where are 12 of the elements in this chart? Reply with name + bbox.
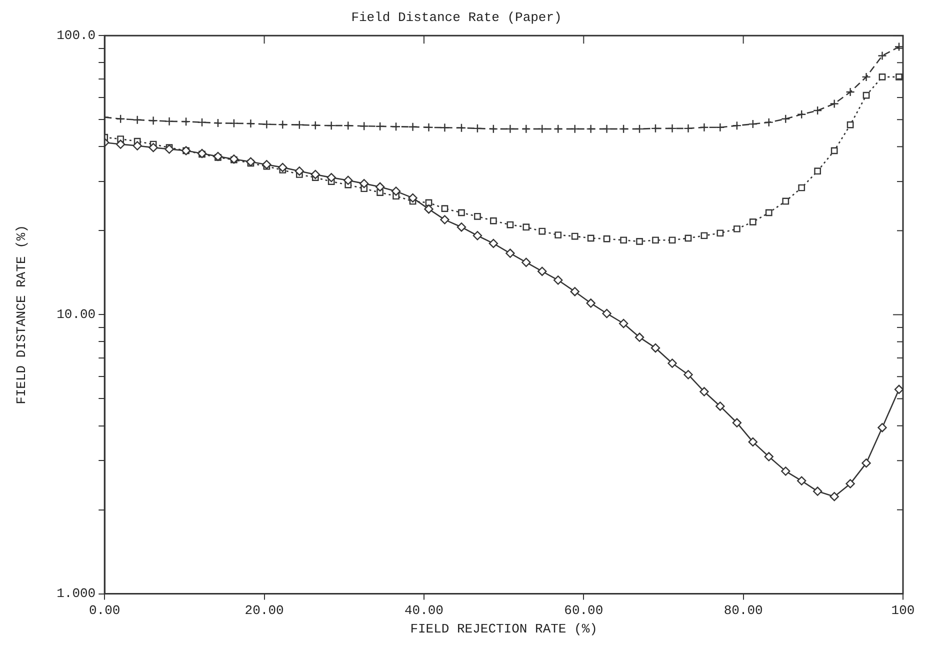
y-tick-label: 100.0 (56, 28, 96, 44)
x-tick-label: 60.00 (564, 603, 604, 618)
y-tick-label: 10.00 (56, 307, 96, 322)
y-axis-title: FIELD DISTANCE RATE (%) (14, 224, 30, 404)
x-tick-label: 0.00 (88, 603, 120, 618)
chart-title: Field Distance Rate (Paper) (351, 10, 562, 26)
x-tick-label: 40.00 (404, 603, 444, 618)
y-tick-label: 1.000 (56, 586, 96, 602)
x-tick-label: 100 (891, 603, 915, 618)
x-tick-label: 80.00 (724, 603, 763, 618)
x-axis-title: FIELD REJECTION RATE (%) (410, 622, 598, 637)
x-tick-label: 20.00 (244, 603, 284, 618)
